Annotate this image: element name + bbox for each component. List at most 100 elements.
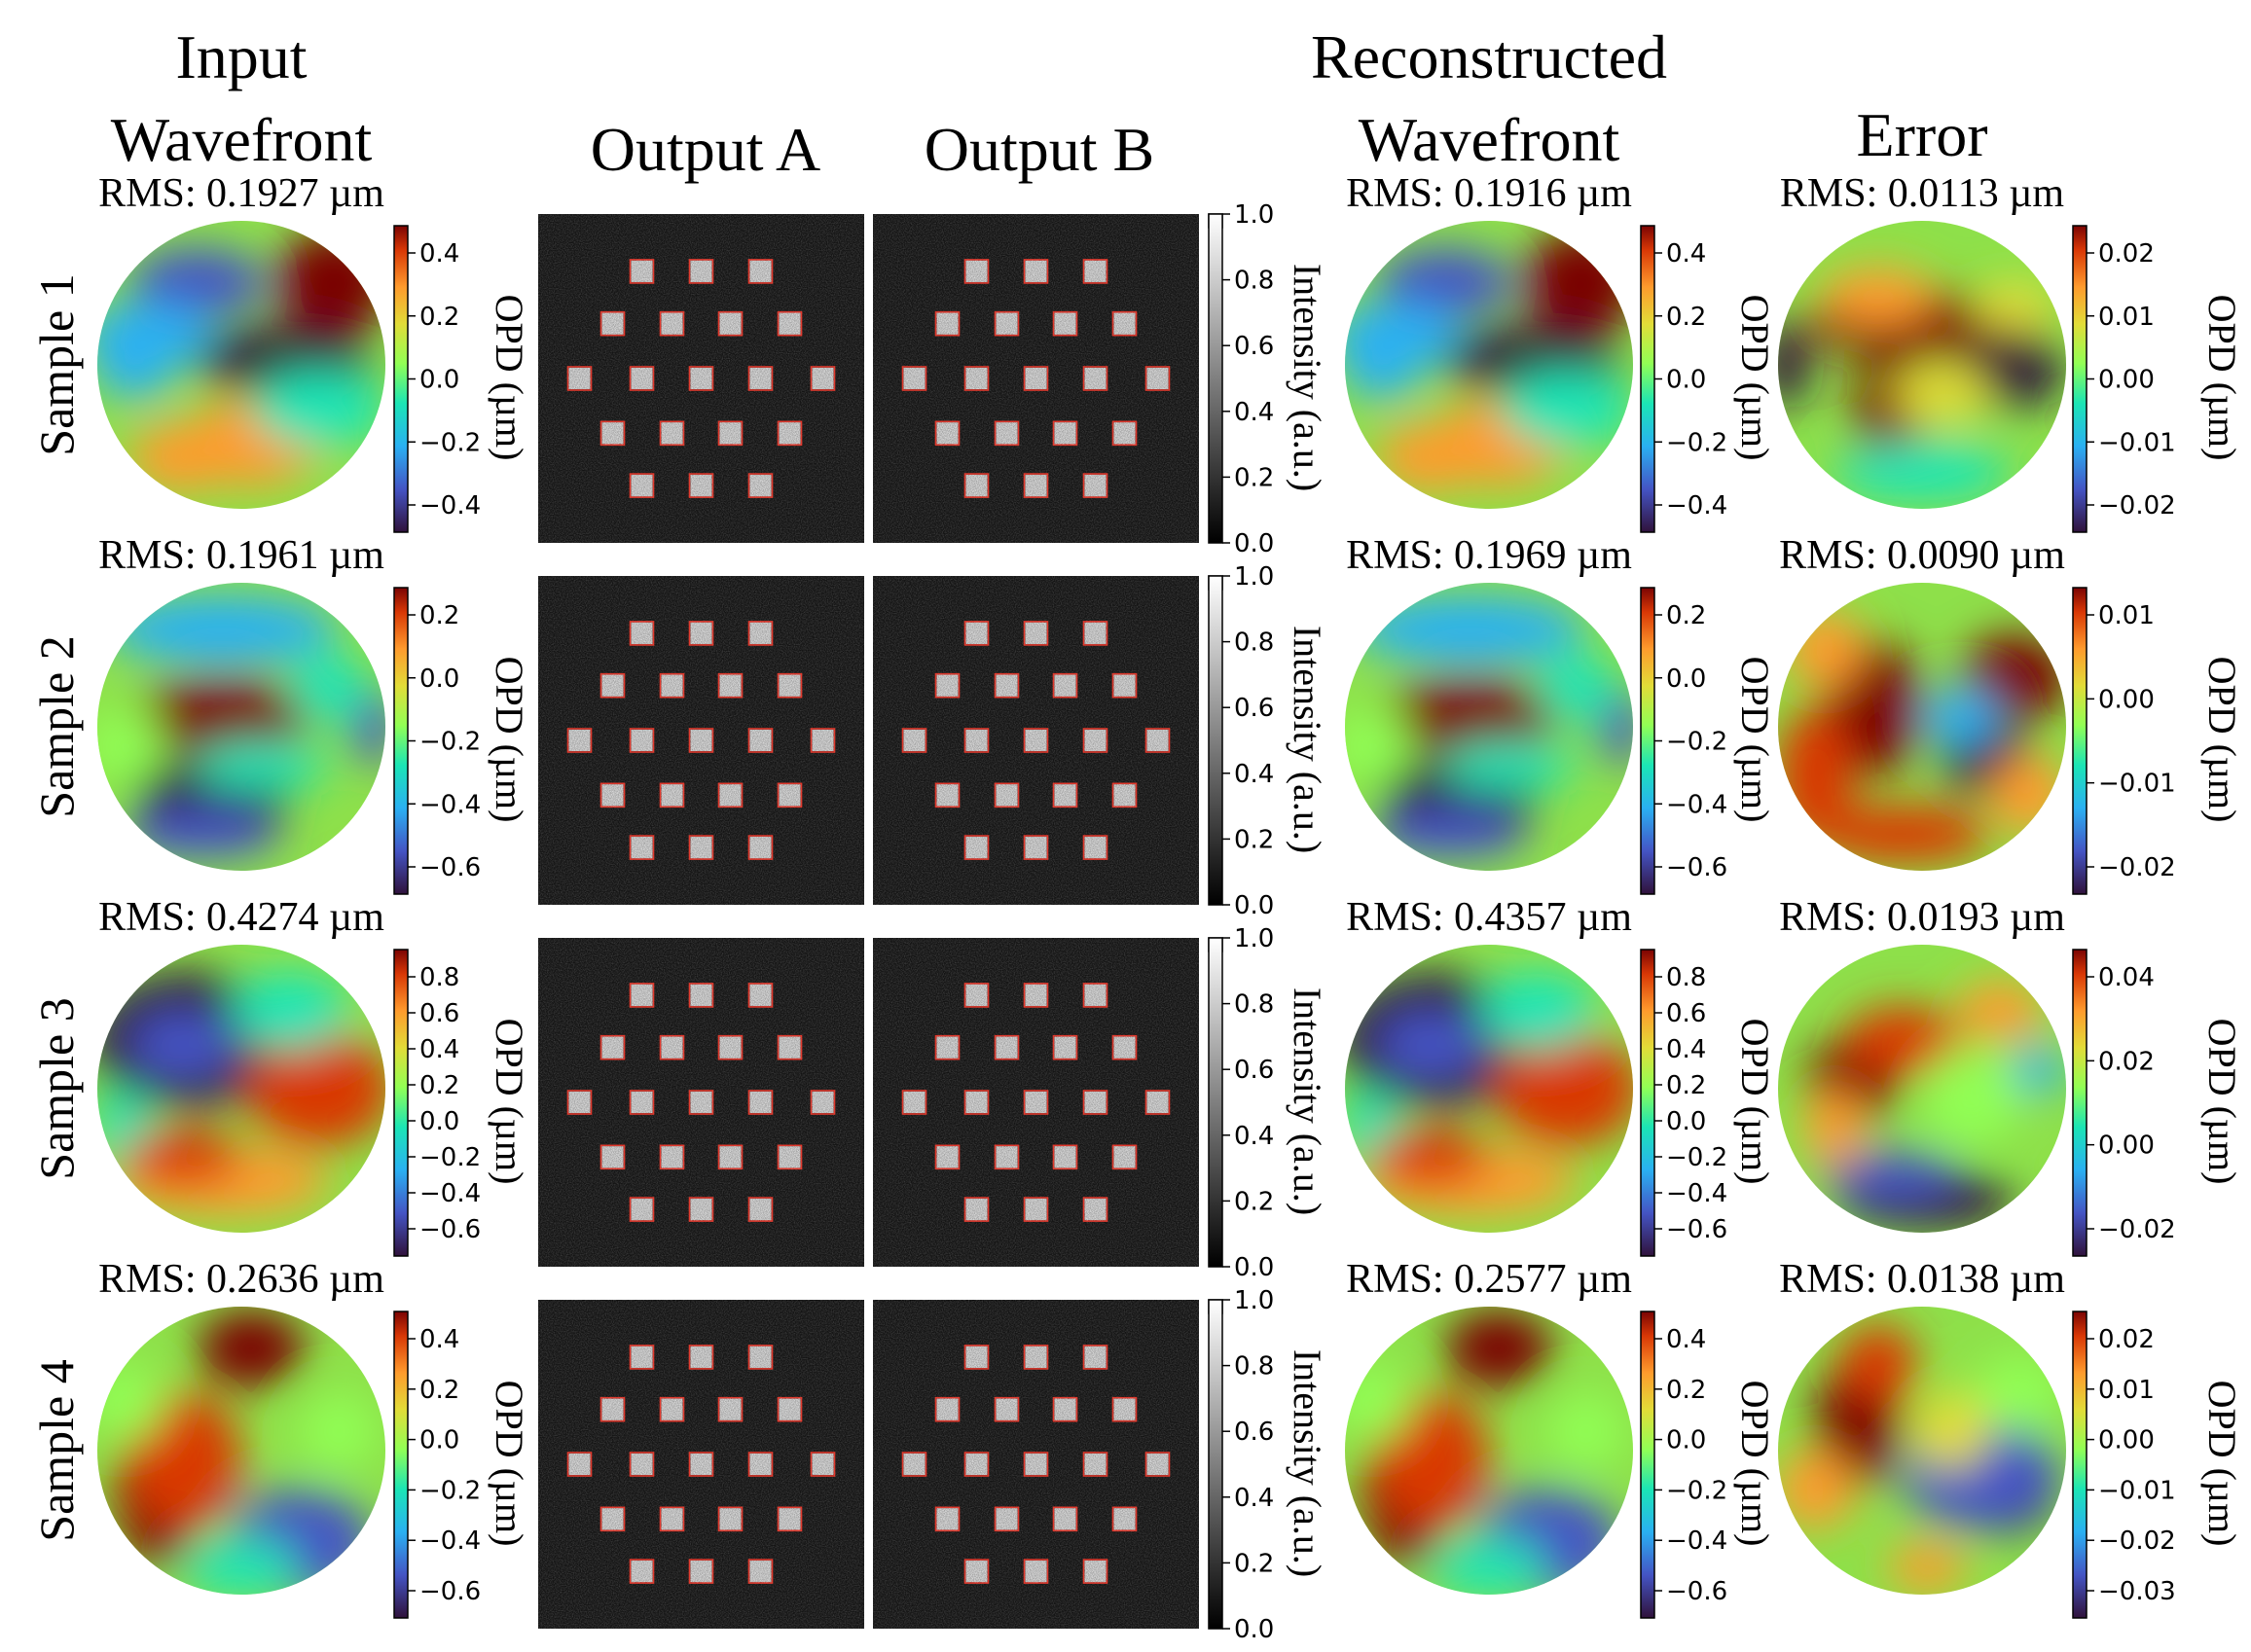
detection-box (659, 672, 685, 699)
detection-box (688, 621, 714, 646)
detection-box (1023, 259, 1049, 284)
detection-box (629, 621, 655, 646)
error-tick-label: −0.02 (2098, 1215, 2176, 1244)
intensity-colorbar (1208, 213, 1223, 544)
error-tick-label: −0.03 (2098, 1577, 2176, 1606)
input-tick-label: −0.4 (419, 790, 481, 819)
recon-colorbar (1640, 225, 1655, 533)
recon-opd-axis-label: OPD (µm) (1733, 1381, 1777, 1547)
detection-box (777, 1144, 803, 1170)
error-colorbar (2072, 587, 2088, 895)
error-opd-axis-label: OPD (µm) (2200, 1381, 2244, 1547)
detection-box (1082, 728, 1108, 753)
detection-box (659, 1144, 685, 1170)
detection-box (747, 1345, 774, 1370)
intensity-axis-label: Intensity (a.u.) (1286, 264, 1329, 491)
intensity-axis-label: Intensity (a.u.) (1286, 988, 1329, 1215)
input-colorbar (393, 949, 409, 1257)
intensity-tick-label: 0.4 (1234, 760, 1274, 789)
error-tick-label: 0.00 (2098, 1131, 2155, 1161)
error-rms-label: RMS: 0.0090 µm (1779, 533, 2065, 578)
detection-box (599, 310, 626, 337)
input-rms-label: RMS: 0.4274 µm (98, 895, 384, 940)
detection-box (717, 672, 744, 699)
error-tick-label: −0.02 (2098, 1526, 2176, 1556)
input-tick-label: −0.2 (419, 428, 481, 457)
input-wavefront-map (97, 221, 385, 509)
detection-box (747, 366, 774, 391)
error-tick-label: −0.01 (2098, 1476, 2176, 1505)
detection-box (963, 1197, 990, 1222)
recon-tick-label: −0.4 (1666, 1526, 1727, 1556)
detection-box (747, 473, 774, 498)
intensity-tick-label: 0.0 (1234, 891, 1274, 920)
detection-box (688, 259, 714, 284)
recon-rms-label: RMS: 0.1969 µm (1346, 533, 1632, 578)
detection-box (747, 983, 774, 1008)
detection-box (1111, 1506, 1138, 1532)
detection-box (629, 835, 655, 860)
detection-box (688, 366, 714, 391)
detection-box (1052, 1396, 1078, 1422)
error-opd-axis-label: OPD (µm) (2200, 657, 2244, 823)
detection-box (599, 672, 626, 699)
detection-box (777, 420, 803, 447)
recon-tick-label: −0.6 (1666, 853, 1727, 882)
header-reconstructed-line2: Wavefront (1359, 105, 1620, 174)
input-opd-axis-label: OPD (µm) (488, 1381, 531, 1547)
recon-tick-label: 0.4 (1666, 1035, 1706, 1064)
detection-box (1111, 672, 1138, 699)
detection-box (629, 1452, 655, 1477)
error-opd-axis-label: OPD (µm) (2200, 295, 2244, 461)
input-tick-label: 0.4 (419, 239, 459, 269)
error-tick-label: −0.01 (2098, 770, 2176, 799)
detection-box (901, 728, 927, 753)
error-colorbar (2072, 949, 2088, 1257)
intensity-tick-label: 0.0 (1234, 529, 1274, 558)
intensity-tick-label: 1.0 (1234, 562, 1274, 592)
input-colorbar (393, 587, 409, 895)
error-tick-label: −0.02 (2098, 853, 2176, 882)
input-tick-label: −0.4 (419, 491, 481, 521)
detection-box (599, 1506, 626, 1532)
detection-box (1082, 1559, 1108, 1584)
detection-box (688, 1452, 714, 1477)
error-rms-label: RMS: 0.0113 µm (1780, 171, 2065, 216)
input-tick-label: −0.4 (419, 1179, 481, 1208)
detection-box (629, 259, 655, 284)
output-b-intensity-image (873, 1300, 1199, 1629)
recon-tick-label: −0.2 (1666, 728, 1727, 757)
detection-box (1144, 1090, 1171, 1115)
detection-box (994, 310, 1020, 337)
detection-box (1111, 782, 1138, 808)
detection-box (1111, 1396, 1138, 1422)
detection-box (1052, 1144, 1078, 1170)
detection-box (688, 1345, 714, 1370)
header-input-line2: Wavefront (111, 105, 373, 174)
detection-box (1144, 366, 1171, 391)
detection-box (659, 1506, 685, 1532)
detection-box (963, 728, 990, 753)
input-wavefront-map (97, 945, 385, 1233)
intensity-tick-label: 0.0 (1234, 1253, 1274, 1282)
detection-box (1144, 728, 1171, 753)
input-tick-label: 0.0 (419, 1426, 459, 1455)
intensity-tick-label: 0.6 (1234, 1056, 1274, 1085)
detection-box (963, 366, 990, 391)
detection-box (1023, 728, 1049, 753)
detection-box (747, 259, 774, 284)
recon-tick-label: 0.0 (1666, 1426, 1706, 1455)
detection-box (934, 1396, 961, 1422)
intensity-tick-label: 0.0 (1234, 1615, 1274, 1644)
input-tick-label: 0.2 (419, 601, 459, 630)
detection-box (629, 366, 655, 391)
error-tick-label: 0.04 (2098, 963, 2155, 992)
intensity-tick-label: 0.2 (1234, 1187, 1274, 1216)
detection-box (717, 310, 744, 337)
detection-box (659, 420, 685, 447)
detection-box (659, 1396, 685, 1422)
intensity-tick-label: 0.4 (1234, 1484, 1274, 1513)
recon-opd-axis-label: OPD (µm) (1733, 295, 1777, 461)
detection-box (566, 1452, 593, 1477)
detection-box (1111, 420, 1138, 447)
